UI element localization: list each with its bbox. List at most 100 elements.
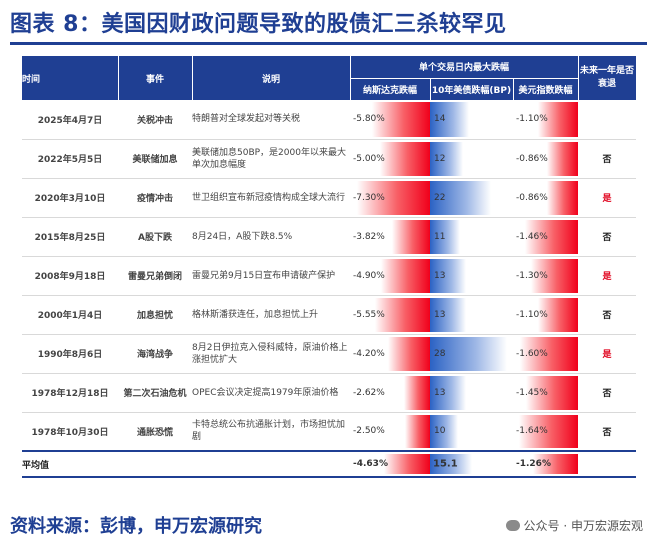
average-nasdaq-cell: -4.63%	[350, 450, 430, 478]
row-ust-bar	[430, 297, 466, 332]
row-description: 特朗普对全球发起对等关税	[192, 100, 350, 140]
row-date: 2015年8月25日	[22, 217, 118, 257]
row-description: 雷曼兄弟9月15日宣布申请破产保护	[192, 256, 350, 296]
header-recession: 未来一年是否衰退	[578, 56, 637, 100]
row-description: 格林斯潘获连任，加息担忧上升	[192, 295, 350, 335]
average-ust-value: 15.1	[433, 458, 458, 470]
row-nasdaq-value: -2.50%	[353, 426, 385, 437]
row-date: 1990年8月6日	[22, 334, 118, 374]
table-row: 2000年1月4日 加息担忧 格林斯潘获连任，加息担忧上升 -5.55% 13 -1.10…	[22, 295, 636, 335]
row-nasdaq-bar	[405, 414, 430, 448]
row-nasdaq-value: -2.62%	[353, 387, 385, 398]
row-usd-bar	[525, 375, 578, 410]
row-ust-cell: 22	[430, 178, 513, 218]
row-usd-cell: -1.64%	[513, 412, 578, 452]
row-ust-cell: 11	[430, 217, 513, 257]
row-nasdaq-cell: -5.80%	[350, 100, 430, 140]
row-nasdaq-value: -4.20%	[353, 348, 385, 359]
row-usd-cell: -1.10%	[513, 100, 578, 140]
row-nasdaq-value: -5.55%	[353, 309, 385, 320]
row-nasdaq-cell: -3.82%	[350, 217, 430, 257]
table-row: 2022年5月5日 美联储加息 美联储加息50BP，是2000年以来最大单次加息幅度…	[22, 139, 636, 179]
header-nasdaq: 纳斯达克跌幅	[350, 77, 431, 100]
table-row: 2025年4月7日 关税冲击 特朗普对全球发起对等关税 -5.80% 14 -1.10%	[22, 100, 636, 140]
table-row: 2015年8月25日 A股下跌 8月24日，A股下跌8.5% -3.82% 11 -1.4…	[22, 217, 636, 257]
row-usd-bar	[518, 414, 578, 448]
table-row: 1978年10月30日 通胀恐慌 卡特总统公布抗通胀计划，市场担忧加剧 -2.50% 1…	[22, 412, 636, 452]
row-usd-bar	[520, 336, 578, 371]
row-nasdaq-bar	[372, 102, 430, 137]
row-date: 2020年3月10日	[22, 178, 118, 218]
average-usd-cell: -1.26%	[513, 450, 578, 478]
row-nasdaq-value: -3.82%	[353, 231, 385, 242]
row-event: 美联储加息	[118, 139, 192, 179]
row-nasdaq-cell: -4.90%	[350, 256, 430, 296]
row-nasdaq-bar	[374, 297, 430, 332]
row-usd-cell: -0.86%	[513, 178, 578, 218]
row-recession: 是	[578, 178, 636, 218]
row-usd-value: -1.46%	[516, 231, 548, 242]
row-ust-bar	[430, 258, 466, 293]
row-ust-cell: 13	[430, 295, 513, 335]
row-nasdaq-value: -5.80%	[353, 114, 385, 125]
row-usd-value: -1.30%	[516, 270, 548, 281]
row-usd-value: -1.45%	[516, 387, 548, 398]
row-description: 卡特总统公布抗通胀计划，市场担忧加剧	[192, 412, 350, 452]
row-ust-value: 13	[434, 309, 446, 320]
row-nasdaq-cell: -5.55%	[350, 295, 430, 335]
row-event: A股下跌	[118, 217, 192, 257]
row-description: OPEC会议决定提高1979年原油价格	[192, 373, 350, 413]
row-recession: 否	[578, 295, 636, 335]
row-usd-cell: -0.86%	[513, 139, 578, 179]
row-ust-value: 10	[434, 426, 446, 437]
row-usd-cell: -1.30%	[513, 256, 578, 296]
row-nasdaq-value: -7.30%	[353, 192, 385, 203]
row-ust-cell: 14	[430, 100, 513, 140]
row-date: 2000年1月4日	[22, 295, 118, 335]
row-usd-bar	[538, 297, 578, 332]
row-recession: 否	[578, 217, 636, 257]
row-recession: 否	[578, 412, 636, 452]
row-ust-value: 22	[434, 192, 446, 203]
row-recession: 是	[578, 256, 636, 296]
table-row: 2008年9月18日 雷曼兄弟倒闭 雷曼兄弟9月15日宣布申请破产保护 -4.90% 1…	[22, 256, 636, 296]
row-ust-bar	[430, 141, 464, 176]
watermark: 公众号 · 申万宏源宏观	[505, 517, 643, 534]
row-usd-value: -1.10%	[516, 114, 548, 125]
row-event: 海湾战争	[118, 334, 192, 374]
row-event: 通胀恐慌	[118, 412, 192, 452]
row-recession: 是	[578, 334, 636, 374]
row-description: 美联储加息50BP，是2000年以来最大单次加息幅度	[192, 139, 350, 179]
row-description: 世卫组织宣布新冠疫情构成全球大流行	[192, 178, 350, 218]
row-ust-bar	[430, 102, 469, 137]
row-nasdaq-cell: -7.30%	[350, 178, 430, 218]
row-event: 第二次石油危机	[118, 373, 192, 413]
page-title: 图表 8：美国因财政问题导致的股债汇三杀较罕见	[10, 12, 507, 37]
average-label: 平均值	[22, 450, 350, 478]
row-ust-value: 14	[434, 114, 446, 125]
row-date: 1978年10月30日	[22, 412, 118, 452]
row-ust-bar	[430, 336, 508, 371]
row-nasdaq-cell: -2.50%	[350, 412, 430, 452]
row-ust-bar	[430, 219, 461, 254]
watermark-text: 公众号 · 申万宏源宏观	[523, 519, 643, 533]
header-time: 时间	[22, 56, 119, 100]
row-date: 2025年4月7日	[22, 100, 118, 140]
table-row: 2020年3月10日 疫情冲击 世卫组织宣布新冠疫情构成全球大流行 -7.30% 22 -…	[22, 178, 636, 218]
row-ust-cell: 10	[430, 412, 513, 452]
row-nasdaq-bar	[381, 258, 430, 293]
source-note: 资料来源：彭博，申万宏源研究	[10, 516, 262, 537]
row-nasdaq-bar	[403, 375, 430, 410]
table-row: 1978年12月18日 第二次石油危机 OPEC会议决定提高1979年原油价格 -2.…	[22, 373, 636, 413]
row-nasdaq-value: -5.00%	[353, 153, 385, 164]
row-usd-cell: -1.45%	[513, 373, 578, 413]
row-ust-value: 13	[434, 387, 446, 398]
average-nasdaq-bar	[383, 454, 430, 474]
row-nasdaq-bar	[388, 336, 430, 371]
row-nasdaq-bar	[380, 141, 430, 176]
row-date: 1978年12月18日	[22, 373, 118, 413]
row-event: 疫情冲击	[118, 178, 192, 218]
row-recession: 否	[578, 139, 636, 179]
average-recession-cell	[578, 450, 636, 478]
row-usd-bar	[546, 141, 578, 176]
